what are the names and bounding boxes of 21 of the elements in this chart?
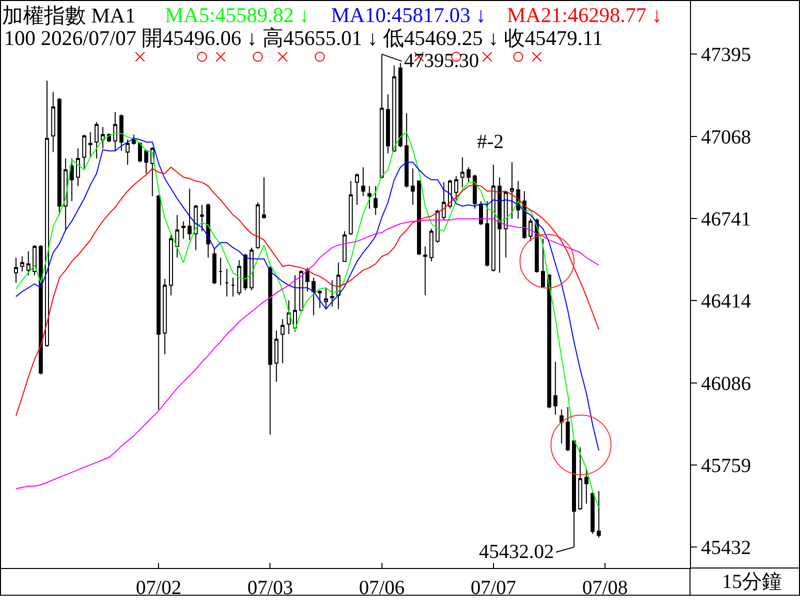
text: MA10:45817.03 ↓ — [331, 3, 486, 27]
annotation: 45432.02 — [479, 541, 554, 563]
annotation: #-2 — [477, 131, 504, 153]
x-tick-label: 07/03 — [247, 577, 293, 599]
y-tick-label: 45759 — [701, 455, 751, 478]
text: MA5:45589.82 ↓ — [165, 3, 310, 27]
annotation: 47395.30 — [404, 50, 479, 72]
y-tick-label: 45432 — [701, 537, 751, 560]
text: MA21:46298.77 ↓ — [507, 3, 662, 27]
y-tick-label: 47068 — [701, 126, 751, 148]
y-tick-label: 46414 — [701, 290, 751, 313]
text: 15分鐘 — [722, 571, 782, 593]
chart-title: 加權指數 MA1 — [2, 3, 136, 28]
x-tick-label: 07/07 — [470, 577, 516, 599]
y-tick-label: 46086 — [701, 372, 751, 395]
y-tick-label: 46741 — [701, 208, 751, 230]
x-tick-label: 07/06 — [359, 577, 405, 599]
text: 100 2026/07/07 開45496.06 ↓ 高45655.01 ↓ 低45469.25 ↓ 收45479.11 — [4, 26, 603, 50]
y-tick-label: 47395 — [701, 44, 751, 66]
x-tick-label: 07/08 — [582, 577, 628, 599]
x-tick-label: 07/02 — [136, 577, 182, 599]
